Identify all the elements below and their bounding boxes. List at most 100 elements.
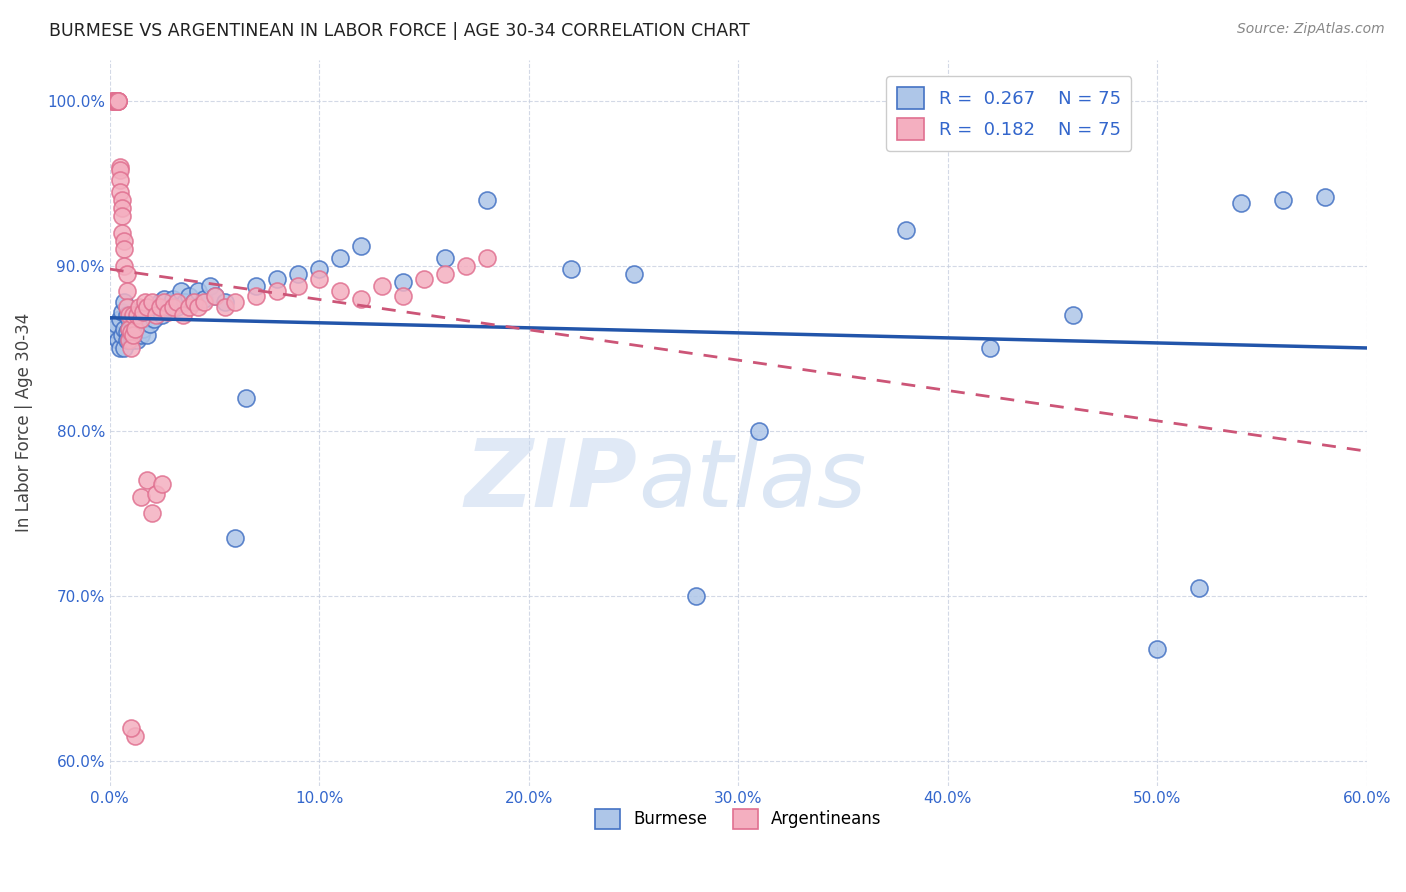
Point — [166, 295, 188, 310]
Point — [110, 173, 132, 187]
Point — [121, 328, 143, 343]
Point — [392, 288, 415, 302]
Point — [107, 94, 129, 108]
Point — [115, 309, 138, 323]
Point — [129, 311, 152, 326]
Point — [1062, 309, 1084, 323]
Point — [117, 321, 139, 335]
Point — [110, 311, 132, 326]
Point — [433, 251, 456, 265]
Point — [112, 234, 135, 248]
Point — [111, 226, 134, 240]
Point — [623, 267, 645, 281]
Point — [105, 317, 128, 331]
Point — [141, 507, 163, 521]
Point — [149, 300, 172, 314]
Point — [235, 391, 257, 405]
Point — [1271, 193, 1294, 207]
Point — [129, 490, 152, 504]
Y-axis label: In Labor Force | Age 30-34: In Labor Force | Age 30-34 — [15, 313, 32, 533]
Point — [111, 210, 134, 224]
Point — [103, 94, 125, 108]
Text: Source: ZipAtlas.com: Source: ZipAtlas.com — [1237, 22, 1385, 37]
Point — [145, 300, 167, 314]
Point — [214, 295, 236, 310]
Point — [136, 300, 159, 314]
Point — [120, 325, 142, 339]
Point — [145, 309, 167, 323]
Point — [153, 295, 176, 310]
Text: ZIP: ZIP — [465, 434, 638, 527]
Point — [132, 321, 155, 335]
Point — [124, 328, 146, 343]
Point — [287, 267, 309, 281]
Point — [120, 342, 142, 356]
Point — [117, 321, 139, 335]
Point — [1230, 196, 1253, 211]
Text: atlas: atlas — [638, 435, 866, 526]
Point — [120, 333, 142, 347]
Point — [117, 311, 139, 326]
Point — [138, 317, 160, 331]
Point — [193, 295, 215, 310]
Point — [125, 321, 148, 335]
Point — [107, 333, 129, 347]
Point — [1188, 581, 1211, 595]
Point — [287, 278, 309, 293]
Point — [179, 288, 201, 302]
Point — [200, 278, 222, 293]
Point — [560, 262, 582, 277]
Point — [121, 309, 143, 323]
Point — [105, 94, 128, 108]
Point — [120, 721, 142, 735]
Point — [187, 300, 209, 314]
Point — [245, 288, 267, 302]
Point — [124, 309, 146, 323]
Point — [111, 201, 134, 215]
Point — [141, 295, 163, 310]
Point — [204, 288, 226, 302]
Point — [150, 309, 173, 323]
Point — [111, 193, 134, 207]
Point — [105, 94, 128, 108]
Point — [308, 262, 330, 277]
Point — [112, 243, 135, 257]
Point — [145, 486, 167, 500]
Point — [187, 284, 209, 298]
Point — [107, 94, 129, 108]
Point — [224, 295, 246, 310]
Point — [124, 321, 146, 335]
Point — [204, 288, 226, 302]
Point — [149, 295, 172, 310]
Point — [105, 94, 128, 108]
Point — [894, 222, 917, 236]
Point — [266, 284, 288, 298]
Point — [103, 94, 125, 108]
Point — [128, 300, 150, 314]
Point — [110, 160, 132, 174]
Point — [371, 278, 394, 293]
Point — [193, 292, 215, 306]
Point — [1146, 641, 1168, 656]
Point — [685, 589, 707, 603]
Point — [1313, 189, 1336, 203]
Point — [120, 309, 142, 323]
Point — [179, 300, 201, 314]
Point — [105, 94, 128, 108]
Point — [134, 295, 156, 310]
Point — [112, 342, 135, 356]
Point — [183, 295, 205, 310]
Point — [110, 342, 132, 356]
Point — [107, 94, 129, 108]
Point — [111, 328, 134, 343]
Point — [110, 163, 132, 178]
Point — [350, 292, 373, 306]
Point — [748, 424, 770, 438]
Point — [129, 328, 152, 343]
Point — [183, 295, 205, 310]
Point — [224, 531, 246, 545]
Point — [454, 259, 477, 273]
Legend: Burmese, Argentineans: Burmese, Argentineans — [589, 802, 889, 836]
Point — [350, 239, 373, 253]
Point — [117, 309, 139, 323]
